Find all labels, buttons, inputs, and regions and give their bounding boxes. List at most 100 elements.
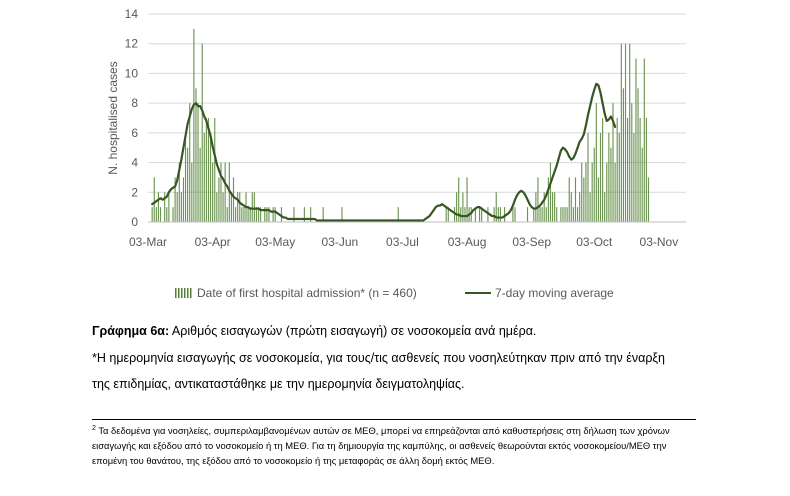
bar bbox=[180, 192, 182, 222]
bar bbox=[447, 207, 449, 222]
bar bbox=[207, 118, 210, 222]
bar bbox=[209, 132, 212, 222]
bar bbox=[310, 207, 312, 222]
x-tick-label: 03-Mar bbox=[129, 235, 167, 249]
bar bbox=[166, 207, 168, 222]
y-tick-label: 14 bbox=[125, 7, 139, 21]
bar bbox=[303, 207, 305, 222]
bar bbox=[178, 162, 180, 222]
bar bbox=[272, 207, 274, 222]
bar bbox=[643, 58, 645, 222]
bar bbox=[478, 207, 481, 222]
bar bbox=[616, 118, 618, 222]
bar bbox=[456, 192, 458, 222]
bar bbox=[268, 207, 270, 222]
footnote-divider bbox=[92, 419, 696, 420]
bar bbox=[264, 207, 266, 222]
bar bbox=[645, 118, 647, 222]
bar bbox=[556, 207, 558, 222]
y-axis-title: N. hospitalised cases bbox=[106, 61, 120, 174]
bar bbox=[174, 177, 176, 222]
bar bbox=[230, 192, 232, 222]
bar bbox=[499, 207, 501, 222]
bar bbox=[495, 192, 497, 222]
bar bbox=[635, 58, 637, 222]
bar bbox=[549, 162, 552, 222]
bar bbox=[159, 207, 162, 222]
bar bbox=[629, 43, 631, 223]
bar bbox=[193, 28, 195, 222]
legend-line-swatch bbox=[465, 292, 491, 294]
bar bbox=[322, 207, 324, 222]
legend-label-moving-average: 7-day moving average bbox=[495, 286, 614, 300]
bar-series-admissions bbox=[151, 28, 650, 223]
chart-legend: Date of first hospital admission* (n = 4… bbox=[0, 286, 790, 306]
bar bbox=[203, 132, 205, 222]
bar bbox=[514, 207, 516, 222]
bar bbox=[176, 192, 178, 222]
bar bbox=[551, 192, 554, 222]
legend-label-admissions: Date of first hospital admission* (n = 4… bbox=[197, 286, 417, 300]
bar bbox=[247, 207, 249, 222]
bar bbox=[195, 88, 197, 222]
bar bbox=[572, 207, 574, 222]
bar bbox=[255, 207, 258, 222]
bar bbox=[222, 192, 224, 222]
footnote: 2 Τα δεδομένα για νοσηλείες, συμπεριλαμβ… bbox=[92, 421, 698, 468]
bar bbox=[637, 88, 639, 222]
bar bbox=[191, 162, 193, 222]
bar bbox=[610, 147, 612, 222]
bar bbox=[153, 177, 155, 222]
x-tick-label: 03-May bbox=[255, 235, 295, 249]
bar bbox=[187, 147, 189, 222]
caption-note-line-1: *Η ημερομηνία εισαγωγής σε νοσοκομεία, γ… bbox=[92, 351, 665, 365]
y-tick-label: 8 bbox=[131, 96, 138, 110]
legend-item-moving-average: 7-day moving average bbox=[465, 286, 614, 300]
bar bbox=[235, 207, 237, 222]
bar bbox=[184, 132, 187, 222]
bar bbox=[620, 43, 622, 223]
bar bbox=[641, 147, 643, 222]
bar bbox=[537, 177, 539, 222]
bar bbox=[543, 192, 545, 222]
bar bbox=[631, 103, 633, 222]
bar bbox=[243, 207, 245, 222]
bar bbox=[606, 162, 608, 222]
bar bbox=[257, 207, 260, 222]
bar bbox=[462, 192, 464, 222]
bar bbox=[266, 207, 268, 222]
bar bbox=[155, 207, 157, 222]
bar bbox=[564, 207, 566, 222]
bar bbox=[647, 177, 650, 222]
bar bbox=[164, 192, 166, 222]
bar bbox=[232, 177, 235, 222]
y-tick-label: 0 bbox=[131, 215, 138, 229]
bar bbox=[493, 207, 495, 222]
bar bbox=[604, 192, 606, 222]
bar bbox=[470, 207, 472, 222]
y-tick-label: 10 bbox=[125, 66, 139, 80]
bar bbox=[587, 132, 589, 222]
bar bbox=[182, 177, 185, 222]
line-series-moving-average bbox=[151, 82, 617, 222]
bar bbox=[570, 192, 572, 222]
bar bbox=[581, 162, 583, 222]
bar bbox=[251, 192, 253, 222]
bar bbox=[585, 162, 587, 222]
bar bbox=[547, 177, 549, 222]
footnote-marker: 2 bbox=[92, 425, 96, 432]
bar bbox=[574, 177, 577, 222]
bar bbox=[226, 207, 228, 222]
bar bbox=[627, 118, 629, 222]
bar bbox=[260, 207, 262, 222]
bar bbox=[622, 88, 625, 222]
bar bbox=[168, 192, 170, 222]
bar bbox=[341, 207, 343, 222]
bar bbox=[612, 103, 614, 222]
y-tick-label: 4 bbox=[131, 156, 138, 170]
axes: 0 2 4 6 8 10 12 14 03-Mar 03-Apr 03-May 03-Jun 03-Ju… bbox=[125, 7, 686, 249]
bar bbox=[199, 147, 201, 222]
bar bbox=[560, 207, 562, 222]
moving-average-line bbox=[151, 82, 617, 222]
bar bbox=[618, 132, 620, 222]
